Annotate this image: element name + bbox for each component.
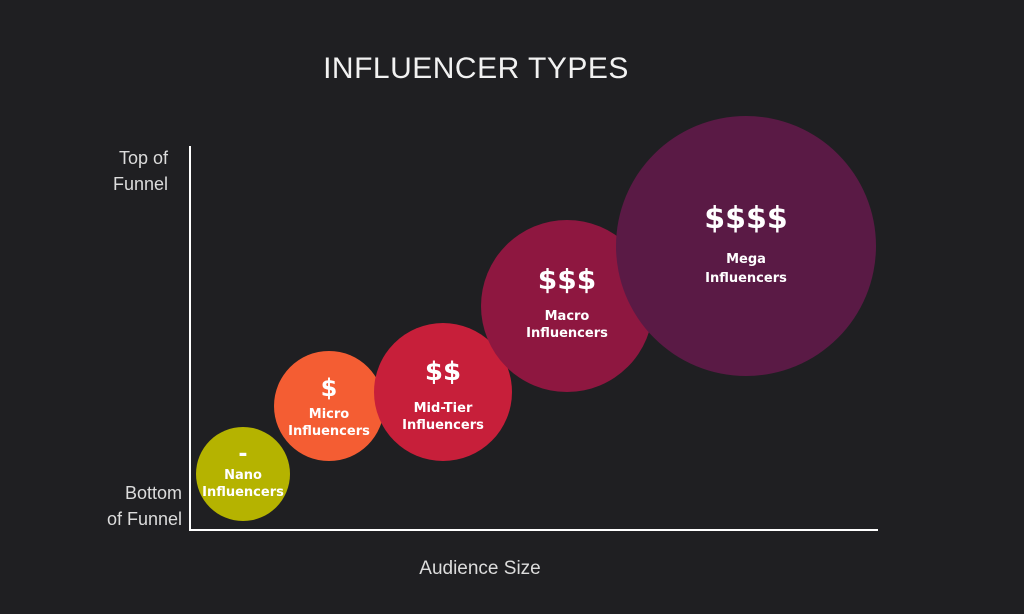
- mid-tier-cost-symbol: $$: [425, 357, 461, 387]
- mega-cost-symbol: $$$$: [704, 201, 788, 236]
- nano-label-line-2: Influencers: [202, 485, 284, 500]
- diagram-title: INFLUENCER TYPES: [323, 52, 629, 85]
- mid-tier-label-line-2: Influencers: [402, 418, 484, 433]
- micro-circle: [274, 351, 384, 461]
- y-axis-top-label-line-1: Top of: [118, 148, 168, 168]
- micro-cost-symbol: $: [321, 374, 338, 402]
- nano-bubble: -Nano Influencers: [196, 427, 290, 521]
- macro-circle: [481, 220, 653, 392]
- micro-label-line-2: Influencers: [288, 424, 370, 439]
- mega-label-line-1: Mega: [726, 252, 766, 267]
- nano-circle: [196, 427, 290, 521]
- macro-label-line-1: Macro: [545, 309, 590, 324]
- nano-cost-symbol: -: [238, 442, 247, 467]
- macro-bubble: $$$ Macro Influencers: [481, 220, 653, 392]
- y-axis-bottom-label-line-2: of Funnel: [106, 509, 182, 529]
- nano-label-line-1: Nano: [224, 468, 262, 483]
- micro-label-line-1: Micro: [309, 407, 350, 422]
- macro-label-line-2: Influencers: [526, 326, 608, 341]
- micro-bubble: $ Micro Influencers: [274, 351, 384, 461]
- mega-circle: [616, 116, 876, 376]
- y-axis-bottom-label: Bottom of Funnel: [107, 480, 182, 532]
- macro-cost-symbol: $$$: [538, 263, 596, 296]
- y-axis-bottom-label-line-1: Bottom: [124, 483, 182, 503]
- mid-tier-circle: [374, 323, 512, 461]
- mid-tier-bubble: $$ Mid-Tier Influencers: [374, 323, 512, 461]
- x-axis-label: Audience Size: [419, 558, 541, 579]
- y-axis-top-label-line-2: Funnel: [112, 174, 168, 194]
- mega-bubble: $$$$ Mega Influencers: [616, 116, 876, 376]
- mega-label-line-2: Influencers: [705, 271, 787, 286]
- mid-tier-label-line-1: Mid-Tier: [414, 401, 473, 416]
- y-axis-top-label: Top of Funnel: [113, 145, 168, 197]
- bubbles-group: -Nano Influencers $ Micro Influencers $$ Mid-T…: [196, 116, 876, 521]
